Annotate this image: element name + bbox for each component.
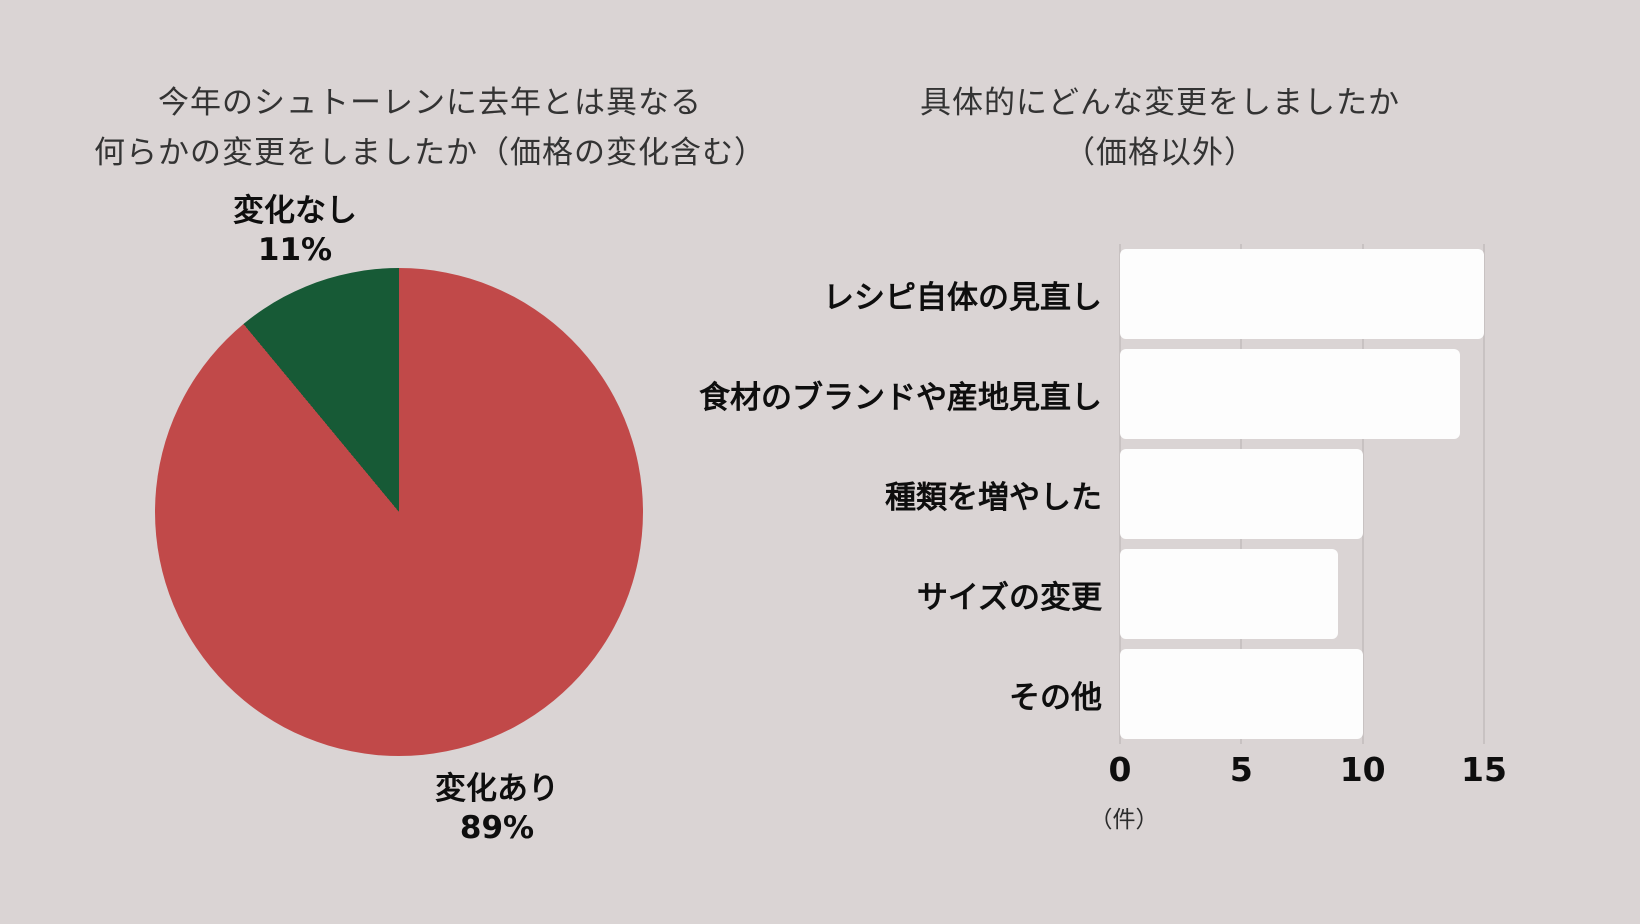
pie-slice-label-no-change: 変化なし 11% — [155, 192, 435, 270]
pie-title-line1: 今年のシュトーレンに去年とは異なる — [158, 85, 702, 121]
bar-category-label: レシピ自体の見直し — [823, 279, 1102, 316]
bar-row — [1120, 644, 1484, 744]
bar-row — [1120, 344, 1484, 444]
pie-slice-name: 変化なし — [233, 193, 357, 229]
x-axis: 0 5 10 15 — [1109, 750, 1507, 790]
bar-category-label: 食材のブランドや産地見直し — [699, 379, 1102, 416]
pie-slice-percentage: 89% — [459, 810, 535, 846]
bar — [1120, 449, 1363, 539]
x-tick-label: 5 — [1229, 750, 1253, 789]
pie-slice-percentage: 11% — [257, 232, 333, 268]
bar — [1120, 249, 1484, 339]
bar-row — [1120, 244, 1484, 344]
pie-chart-title: 今年のシュトーレンに去年とは異なる 何らかの変更をしましたか（価格の変化含む） — [60, 78, 800, 178]
x-tick-label: 0 — [1108, 750, 1132, 789]
bar-chart-title: 具体的にどんな変更をしましたか （価格以外） — [890, 78, 1430, 178]
pie-title-line2: 何らかの変更をしましたか（価格の変化含む） — [94, 135, 766, 171]
x-axis-unit-label: （件） — [1089, 807, 1159, 833]
bar — [1120, 549, 1339, 639]
bar-row — [1120, 544, 1484, 644]
bar-row — [1120, 444, 1484, 544]
pie-slice-label-change: 変化あり 89% — [357, 770, 637, 848]
bar-category-label: その他 — [1009, 679, 1102, 716]
bar-plot: レシピ自体の見直し 食材のブランドや産地見直し 種類を増やした サイズの変更 そ… — [560, 244, 1484, 744]
bar — [1120, 349, 1460, 439]
pie-slice-name: 変化あり — [435, 771, 559, 807]
x-tick-label: 10 — [1339, 750, 1386, 789]
pie — [155, 268, 643, 756]
bar-category-label: サイズの変更 — [916, 579, 1102, 616]
bar-title-line2: （価格以外） — [1064, 135, 1256, 171]
bar — [1120, 649, 1363, 739]
bar-title-line1: 具体的にどんな変更をしましたか — [920, 85, 1400, 121]
x-tick-label: 15 — [1461, 750, 1507, 789]
bar-category-label: 種類を増やした — [885, 479, 1102, 516]
